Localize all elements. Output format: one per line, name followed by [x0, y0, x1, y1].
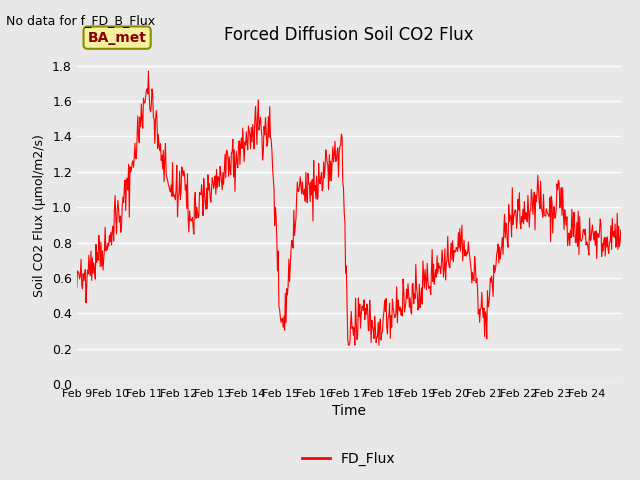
- Title: Forced Diffusion Soil CO2 Flux: Forced Diffusion Soil CO2 Flux: [224, 25, 474, 44]
- Legend: FD_Flux: FD_Flux: [296, 446, 401, 471]
- X-axis label: Time: Time: [332, 405, 366, 419]
- Text: No data for f_FD_B_Flux: No data for f_FD_B_Flux: [6, 14, 156, 27]
- Text: BA_met: BA_met: [88, 31, 147, 45]
- Y-axis label: Soil CO2 Flux (μmol/m2/s): Soil CO2 Flux (μmol/m2/s): [33, 134, 46, 298]
